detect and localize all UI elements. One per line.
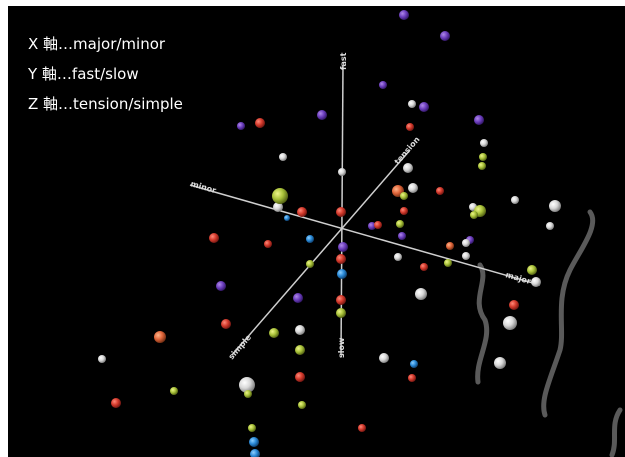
spheres (98, 10, 561, 457)
sphere (494, 357, 506, 369)
sphere (295, 345, 305, 355)
sphere (546, 222, 554, 230)
sphere (478, 162, 486, 170)
axis-label: slow (337, 337, 346, 358)
sphere (374, 221, 382, 229)
sphere (379, 353, 389, 363)
sphere (336, 254, 346, 264)
legend-line: Z 軸…tension/simple (28, 95, 183, 113)
sphere (154, 331, 166, 343)
sphere (511, 196, 519, 204)
sphere (264, 240, 272, 248)
sphere (470, 211, 478, 219)
sphere (444, 259, 452, 267)
sphere (420, 263, 428, 271)
z-axis (231, 149, 411, 356)
sphere (295, 325, 305, 335)
sphere (248, 424, 256, 432)
sphere (440, 31, 450, 41)
sphere (400, 207, 408, 215)
sphere (358, 424, 366, 432)
sphere (237, 122, 245, 130)
sphere (306, 235, 314, 243)
legend-line: Y 軸…fast/slow (27, 65, 139, 83)
x-axis (189, 184, 541, 286)
sphere (408, 100, 416, 108)
sphere (273, 202, 283, 212)
axis-label: fast (339, 52, 348, 70)
sphere (408, 374, 416, 382)
sphere (317, 110, 327, 120)
sphere (531, 277, 541, 287)
sphere (503, 316, 517, 330)
legend-line: X 軸…major/minor (28, 35, 166, 53)
sphere (336, 295, 346, 305)
sphere (396, 220, 404, 228)
sphere (209, 233, 219, 243)
sphere (394, 253, 402, 261)
sphere (338, 242, 348, 252)
sphere (239, 377, 255, 393)
sphere (408, 183, 418, 193)
sphere (479, 153, 487, 161)
sphere (279, 153, 287, 161)
sphere (284, 215, 290, 221)
sphere (244, 390, 252, 398)
sphere (379, 81, 387, 89)
sphere (98, 355, 106, 363)
sphere (549, 200, 561, 212)
sphere (269, 328, 279, 338)
sphere (338, 168, 346, 176)
sphere (419, 102, 429, 112)
sphere (410, 360, 418, 368)
sphere (293, 293, 303, 303)
sphere (400, 192, 408, 200)
sphere (527, 265, 537, 275)
sphere (297, 207, 307, 217)
sphere (368, 222, 376, 230)
sphere (298, 401, 306, 409)
sphere (170, 387, 178, 395)
sphere (306, 260, 314, 268)
sphere (462, 252, 470, 260)
sphere (446, 242, 454, 250)
sphere (272, 188, 288, 204)
sphere (399, 10, 409, 20)
sphere (111, 398, 121, 408)
sphere (406, 123, 414, 131)
sphere (216, 281, 226, 291)
sphere (403, 163, 413, 173)
sphere (462, 239, 470, 247)
sphere (295, 372, 305, 382)
sphere (337, 269, 347, 279)
sphere (249, 437, 259, 447)
sphere (398, 232, 406, 240)
sphere (336, 207, 346, 217)
sphere (255, 118, 265, 128)
decor-strokes (475, 209, 623, 457)
sphere (436, 187, 444, 195)
canvas-bg (8, 6, 625, 457)
sphere (221, 319, 231, 329)
sphere (480, 139, 488, 147)
sphere (509, 300, 519, 310)
sphere (415, 288, 427, 300)
sphere (474, 115, 484, 125)
sphere (336, 308, 346, 318)
sphere (250, 449, 260, 457)
